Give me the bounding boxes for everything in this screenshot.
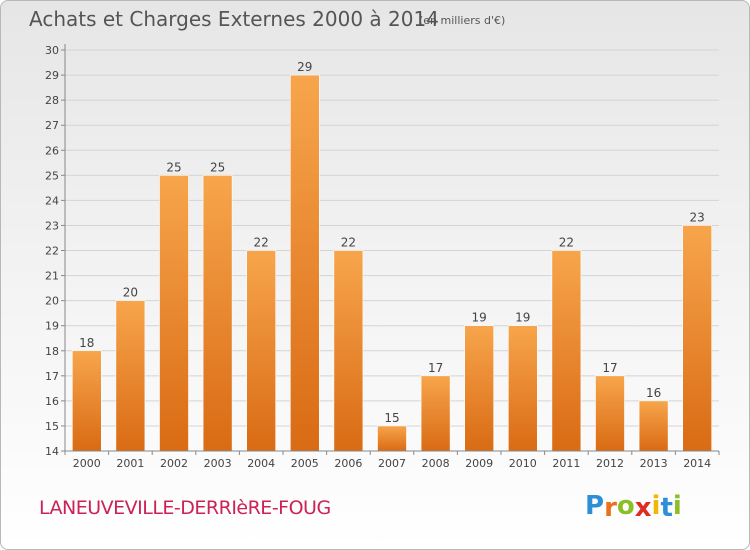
bar-2005 <box>289 74 320 452</box>
data-label-2008: 17 <box>428 361 443 375</box>
bar-2014 <box>682 225 713 452</box>
bar-2003 <box>202 175 233 452</box>
bar-2009 <box>464 325 495 452</box>
proxiti-logo: Proxiti <box>585 491 682 523</box>
x-tick-label-2010: 2010 <box>509 457 537 470</box>
x-tick-label-2004: 2004 <box>247 457 275 470</box>
x-tick-label-2000: 2000 <box>73 457 101 470</box>
data-label-2005: 29 <box>297 60 312 74</box>
bar-2010 <box>507 325 538 452</box>
bar-2006 <box>333 250 364 452</box>
x-tick-label-2011: 2011 <box>552 457 580 470</box>
commune-name: LANEUVEVILLE-DERRIèRE-FOUG <box>39 497 331 519</box>
y-tick-label: 16 <box>45 395 59 408</box>
data-label-2012: 17 <box>602 361 617 375</box>
y-tick-label: 15 <box>45 420 59 433</box>
logo-letter: t <box>660 493 673 523</box>
data-label-2010: 19 <box>515 311 530 325</box>
y-tick-label: 24 <box>45 194 59 207</box>
y-tick-label: 25 <box>45 169 59 182</box>
data-label-2000: 18 <box>79 336 94 350</box>
x-tick-label-2014: 2014 <box>683 457 711 470</box>
bar-2002 <box>159 175 189 452</box>
y-tick-label: 29 <box>45 69 59 82</box>
y-tick-label: 22 <box>45 245 59 258</box>
y-tick-label: 21 <box>45 270 59 283</box>
data-label-2014: 23 <box>690 210 705 224</box>
y-tick-label: 17 <box>45 370 59 383</box>
x-tick-label-2008: 2008 <box>422 457 450 470</box>
data-labels: 18 20 25 25 22 29 22 15 17 19 19 22 17 16 23 <box>79 60 705 425</box>
logo-letter: x <box>634 493 652 523</box>
y-tick-label: 20 <box>45 295 59 308</box>
bar-2007 <box>377 425 407 452</box>
y-tick-label: 14 <box>45 445 59 458</box>
data-label-2004: 22 <box>254 236 269 250</box>
axes <box>64 44 719 452</box>
chart-subtitle: (en milliers d'€) <box>419 14 506 27</box>
bar-2004 <box>246 250 276 452</box>
x-tick-label-2007: 2007 <box>378 457 406 470</box>
logo-letter: o <box>616 491 635 521</box>
bar-2013 <box>638 400 669 452</box>
x-tick-label-2006: 2006 <box>334 457 362 470</box>
y-tick-label: 19 <box>45 320 59 333</box>
data-label-2002: 25 <box>166 160 181 174</box>
y-tick-label: 30 <box>45 44 59 57</box>
y-axis-ticks: 14 15 16 17 18 19 20 21 22 23 24 25 26 27 28 29 30 <box>45 44 65 458</box>
data-label-2003: 25 <box>210 160 225 174</box>
bars <box>72 74 713 452</box>
x-tick-label-2012: 2012 <box>596 457 624 470</box>
bar-2011 <box>551 250 582 452</box>
x-tick-label-2009: 2009 <box>465 457 493 470</box>
x-tick-label-2002: 2002 <box>160 457 188 470</box>
data-label-2001: 20 <box>123 286 138 300</box>
x-tick-label-2005: 2005 <box>291 457 319 470</box>
bar-2001 <box>115 300 146 452</box>
data-label-2006: 22 <box>341 236 356 250</box>
x-tick-label-2001: 2001 <box>116 457 144 470</box>
y-tick-label: 23 <box>45 219 59 232</box>
chart-title: Achats et Charges Externes 2000 à 2014 <box>29 7 439 31</box>
logo-letter: r <box>604 493 617 523</box>
logo-letter: P <box>585 491 605 521</box>
logo-letter: i <box>651 491 661 521</box>
y-tick-label: 18 <box>45 345 59 358</box>
bar-2012 <box>595 375 625 452</box>
data-label-2011: 22 <box>559 236 574 250</box>
bar-2008 <box>420 375 451 452</box>
logo-letter: i <box>672 491 682 521</box>
x-tick-label-2013: 2013 <box>640 457 668 470</box>
y-tick-label: 28 <box>45 94 59 107</box>
y-tick-label: 27 <box>45 119 59 132</box>
x-axis-ticks: 2000 2001 2002 2003 2004 2005 2006 2007 2008 2009… <box>64 451 720 470</box>
x-tick-label-2003: 2003 <box>204 457 232 470</box>
data-label-2009: 19 <box>472 311 487 325</box>
data-label-2013: 16 <box>646 386 661 400</box>
bar-2000 <box>72 350 102 452</box>
y-tick-label: 26 <box>45 144 59 157</box>
data-label-2007: 15 <box>384 411 399 425</box>
